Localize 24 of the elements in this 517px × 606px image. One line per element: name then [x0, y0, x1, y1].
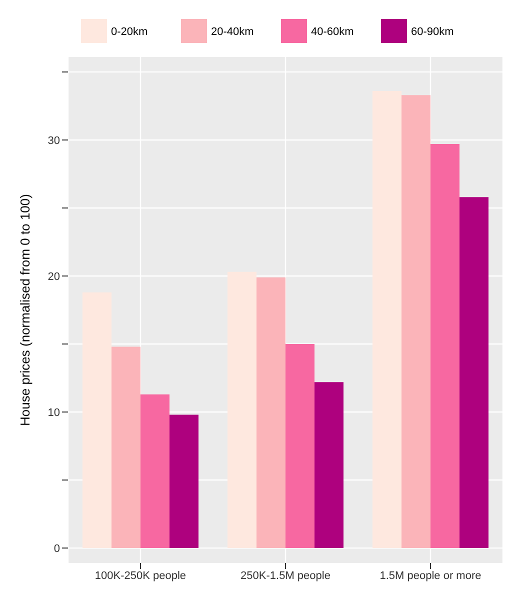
bar — [82, 292, 112, 548]
y-tick-label: 30 — [48, 134, 60, 147]
y-tick-label: 10 — [48, 406, 60, 419]
y-tick-label: 20 — [48, 270, 60, 283]
bar — [460, 197, 488, 548]
x-tick-label: 250K-1.5M people — [240, 570, 330, 582]
legend-label: 0-20km — [110, 26, 148, 38]
bar — [228, 272, 256, 548]
bar — [112, 346, 140, 548]
legend-label: 40-60km — [310, 26, 354, 38]
y-tick-label: 0 — [54, 542, 60, 555]
legend-label: 60-90km — [410, 26, 454, 38]
bar — [402, 95, 430, 548]
x-tick-label: 100K-250K people — [94, 570, 186, 582]
bar — [170, 414, 198, 548]
bar — [430, 144, 460, 548]
x-tick-label: 1.5M people or more — [380, 570, 482, 582]
y-axis-title: House prices (normalised from 0 to 100) — [18, 194, 33, 426]
bar — [286, 344, 314, 548]
bar — [140, 394, 170, 548]
bar — [372, 91, 402, 548]
bar — [256, 277, 286, 548]
legend-label: 20-40km — [210, 26, 254, 38]
bar — [314, 382, 344, 548]
